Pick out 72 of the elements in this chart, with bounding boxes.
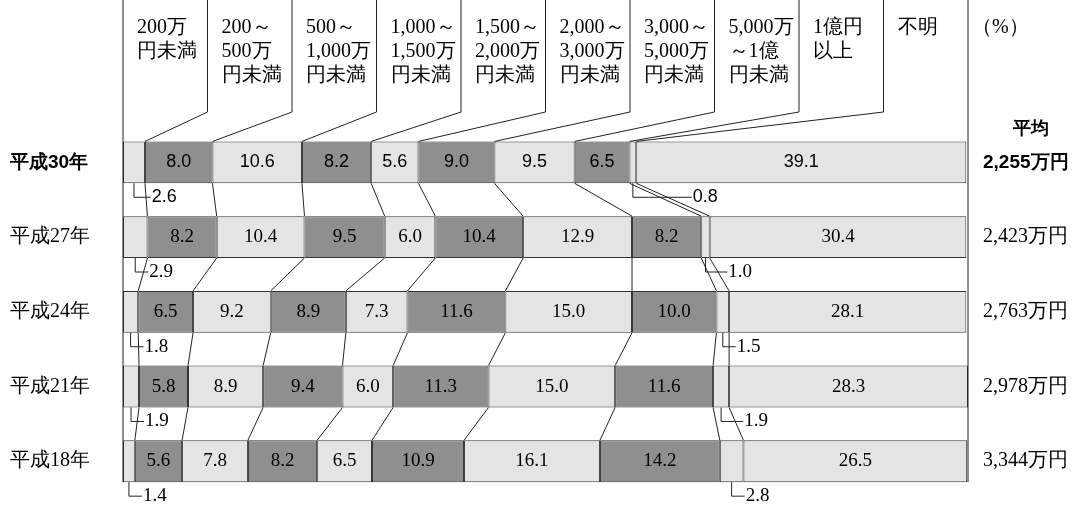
text: 1,000～1,500万円未満 bbox=[390, 15, 456, 86]
data-label: 8.9 bbox=[213, 374, 238, 396]
data-label: 10.0 bbox=[657, 299, 691, 321]
data-label: 1.9 bbox=[744, 409, 768, 431]
data-label: 9.2 bbox=[220, 299, 244, 321]
data-label: 5.8 bbox=[151, 374, 176, 396]
x-axis-title: （%） bbox=[972, 15, 1029, 38]
data-label: 8.2 bbox=[324, 151, 350, 172]
data-label: 2.9 bbox=[149, 259, 173, 281]
data-label: 8.9 bbox=[296, 299, 321, 321]
data-label: 39.1 bbox=[783, 151, 819, 172]
data-label: 10.4 bbox=[462, 225, 497, 247]
data-label: 6.5 bbox=[589, 151, 615, 172]
data-label: 1.8 bbox=[144, 334, 169, 356]
data-label: 9.5 bbox=[332, 225, 357, 247]
data-label: 6.5 bbox=[153, 299, 178, 321]
text: 5,000万～1億円未満 bbox=[728, 15, 794, 86]
text: 3,344万円 bbox=[983, 448, 1068, 471]
y-tick-label: 平成27年 bbox=[10, 224, 90, 247]
data-label: 1.0 bbox=[728, 259, 753, 281]
data-label: 28.1 bbox=[831, 299, 865, 321]
data-label: 2.6 bbox=[151, 186, 177, 207]
data-label: 10.4 bbox=[243, 225, 278, 247]
text: 200万円未満 bbox=[137, 15, 197, 62]
text: 200～500万円未満 bbox=[221, 15, 282, 86]
data-label: 6.5 bbox=[332, 449, 357, 471]
text: 1,500～2,000万円未満 bbox=[475, 15, 540, 86]
y-tick-label: 平成18年 bbox=[10, 448, 90, 471]
data-label: 9.4 bbox=[290, 374, 316, 396]
data-label: 11.3 bbox=[424, 374, 458, 396]
data-label: 8.2 bbox=[654, 225, 679, 247]
text: 2,255万円 bbox=[983, 150, 1069, 172]
text: 2,000～3,000万円未満 bbox=[559, 15, 625, 86]
text: 2,763万円 bbox=[983, 299, 1068, 322]
text: 500～1,000万円未満 bbox=[306, 15, 371, 86]
text: 不明 bbox=[897, 15, 938, 38]
data-label: 7.8 bbox=[203, 449, 227, 471]
data-label: 10.6 bbox=[239, 151, 275, 172]
data-label: 10.9 bbox=[401, 449, 435, 471]
data-label: 6.0 bbox=[398, 225, 422, 247]
data-label: 8.2 bbox=[170, 225, 194, 247]
data-label: 5.6 bbox=[146, 449, 171, 471]
y-tick-label: 平成21年 bbox=[10, 373, 90, 396]
data-label: 7.3 bbox=[364, 299, 389, 321]
data-label: 11.6 bbox=[440, 299, 473, 321]
data-label: 15.0 bbox=[535, 374, 569, 396]
data-label: 5.6 bbox=[382, 151, 408, 172]
y-tick-label: 平成24年 bbox=[10, 299, 90, 322]
text: 2,978万円 bbox=[983, 373, 1068, 396]
data-label: 6.0 bbox=[355, 374, 380, 396]
data-label: 2.8 bbox=[745, 484, 770, 506]
data-label: 8.2 bbox=[270, 449, 295, 471]
data-label: 16.1 bbox=[515, 449, 549, 471]
data-label: 1.4 bbox=[142, 484, 168, 506]
text: 2,423万円 bbox=[983, 224, 1068, 247]
data-label: 12.9 bbox=[560, 225, 595, 247]
data-label: 26.5 bbox=[838, 449, 872, 471]
text: 1億円以上 bbox=[813, 15, 863, 62]
data-label: 28.3 bbox=[831, 374, 866, 396]
data-label: 15.0 bbox=[552, 299, 586, 321]
data-label: 1.9 bbox=[145, 409, 169, 431]
text: 3,000～5,000万円未満 bbox=[644, 15, 709, 86]
y-tick-label: 平成30年 bbox=[9, 150, 89, 172]
data-label: 11.6 bbox=[647, 374, 681, 396]
data-label: 0.8 bbox=[692, 186, 718, 207]
data-label: 1.5 bbox=[736, 334, 761, 356]
data-label: 9.5 bbox=[522, 151, 548, 172]
data-label: 14.2 bbox=[643, 449, 677, 471]
data-label: 8.0 bbox=[166, 151, 192, 172]
data-label: 30.4 bbox=[821, 225, 856, 247]
data-label: 9.0 bbox=[443, 151, 469, 172]
text: 平均 bbox=[1012, 118, 1049, 139]
